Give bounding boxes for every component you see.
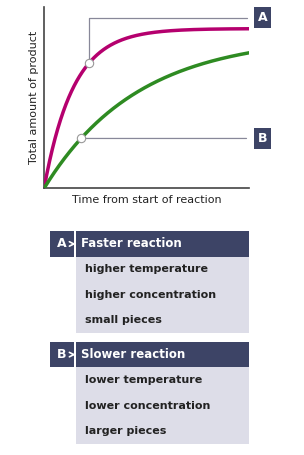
FancyBboxPatch shape [76,282,249,308]
Text: larger pieces: larger pieces [85,426,166,436]
FancyBboxPatch shape [76,418,249,444]
Text: higher concentration: higher concentration [85,290,216,300]
Text: higher temperature: higher temperature [85,264,208,274]
Text: B: B [57,348,67,361]
Text: small pieces: small pieces [85,315,161,325]
Text: Faster reaction: Faster reaction [81,238,182,250]
Text: lower temperature: lower temperature [85,375,202,385]
Y-axis label: Total amount of product: Total amount of product [29,31,39,164]
FancyBboxPatch shape [50,231,74,257]
FancyBboxPatch shape [50,342,74,367]
FancyBboxPatch shape [76,257,249,282]
FancyBboxPatch shape [76,342,249,367]
Text: lower concentration: lower concentration [85,400,210,410]
FancyBboxPatch shape [76,308,249,333]
Text: B: B [258,132,268,145]
Text: Slower reaction: Slower reaction [81,348,186,361]
Text: A: A [258,11,268,24]
X-axis label: Time from start of reaction: Time from start of reaction [72,195,222,205]
FancyBboxPatch shape [76,231,249,257]
Text: A: A [57,238,67,250]
FancyBboxPatch shape [76,367,249,393]
FancyBboxPatch shape [76,393,249,418]
